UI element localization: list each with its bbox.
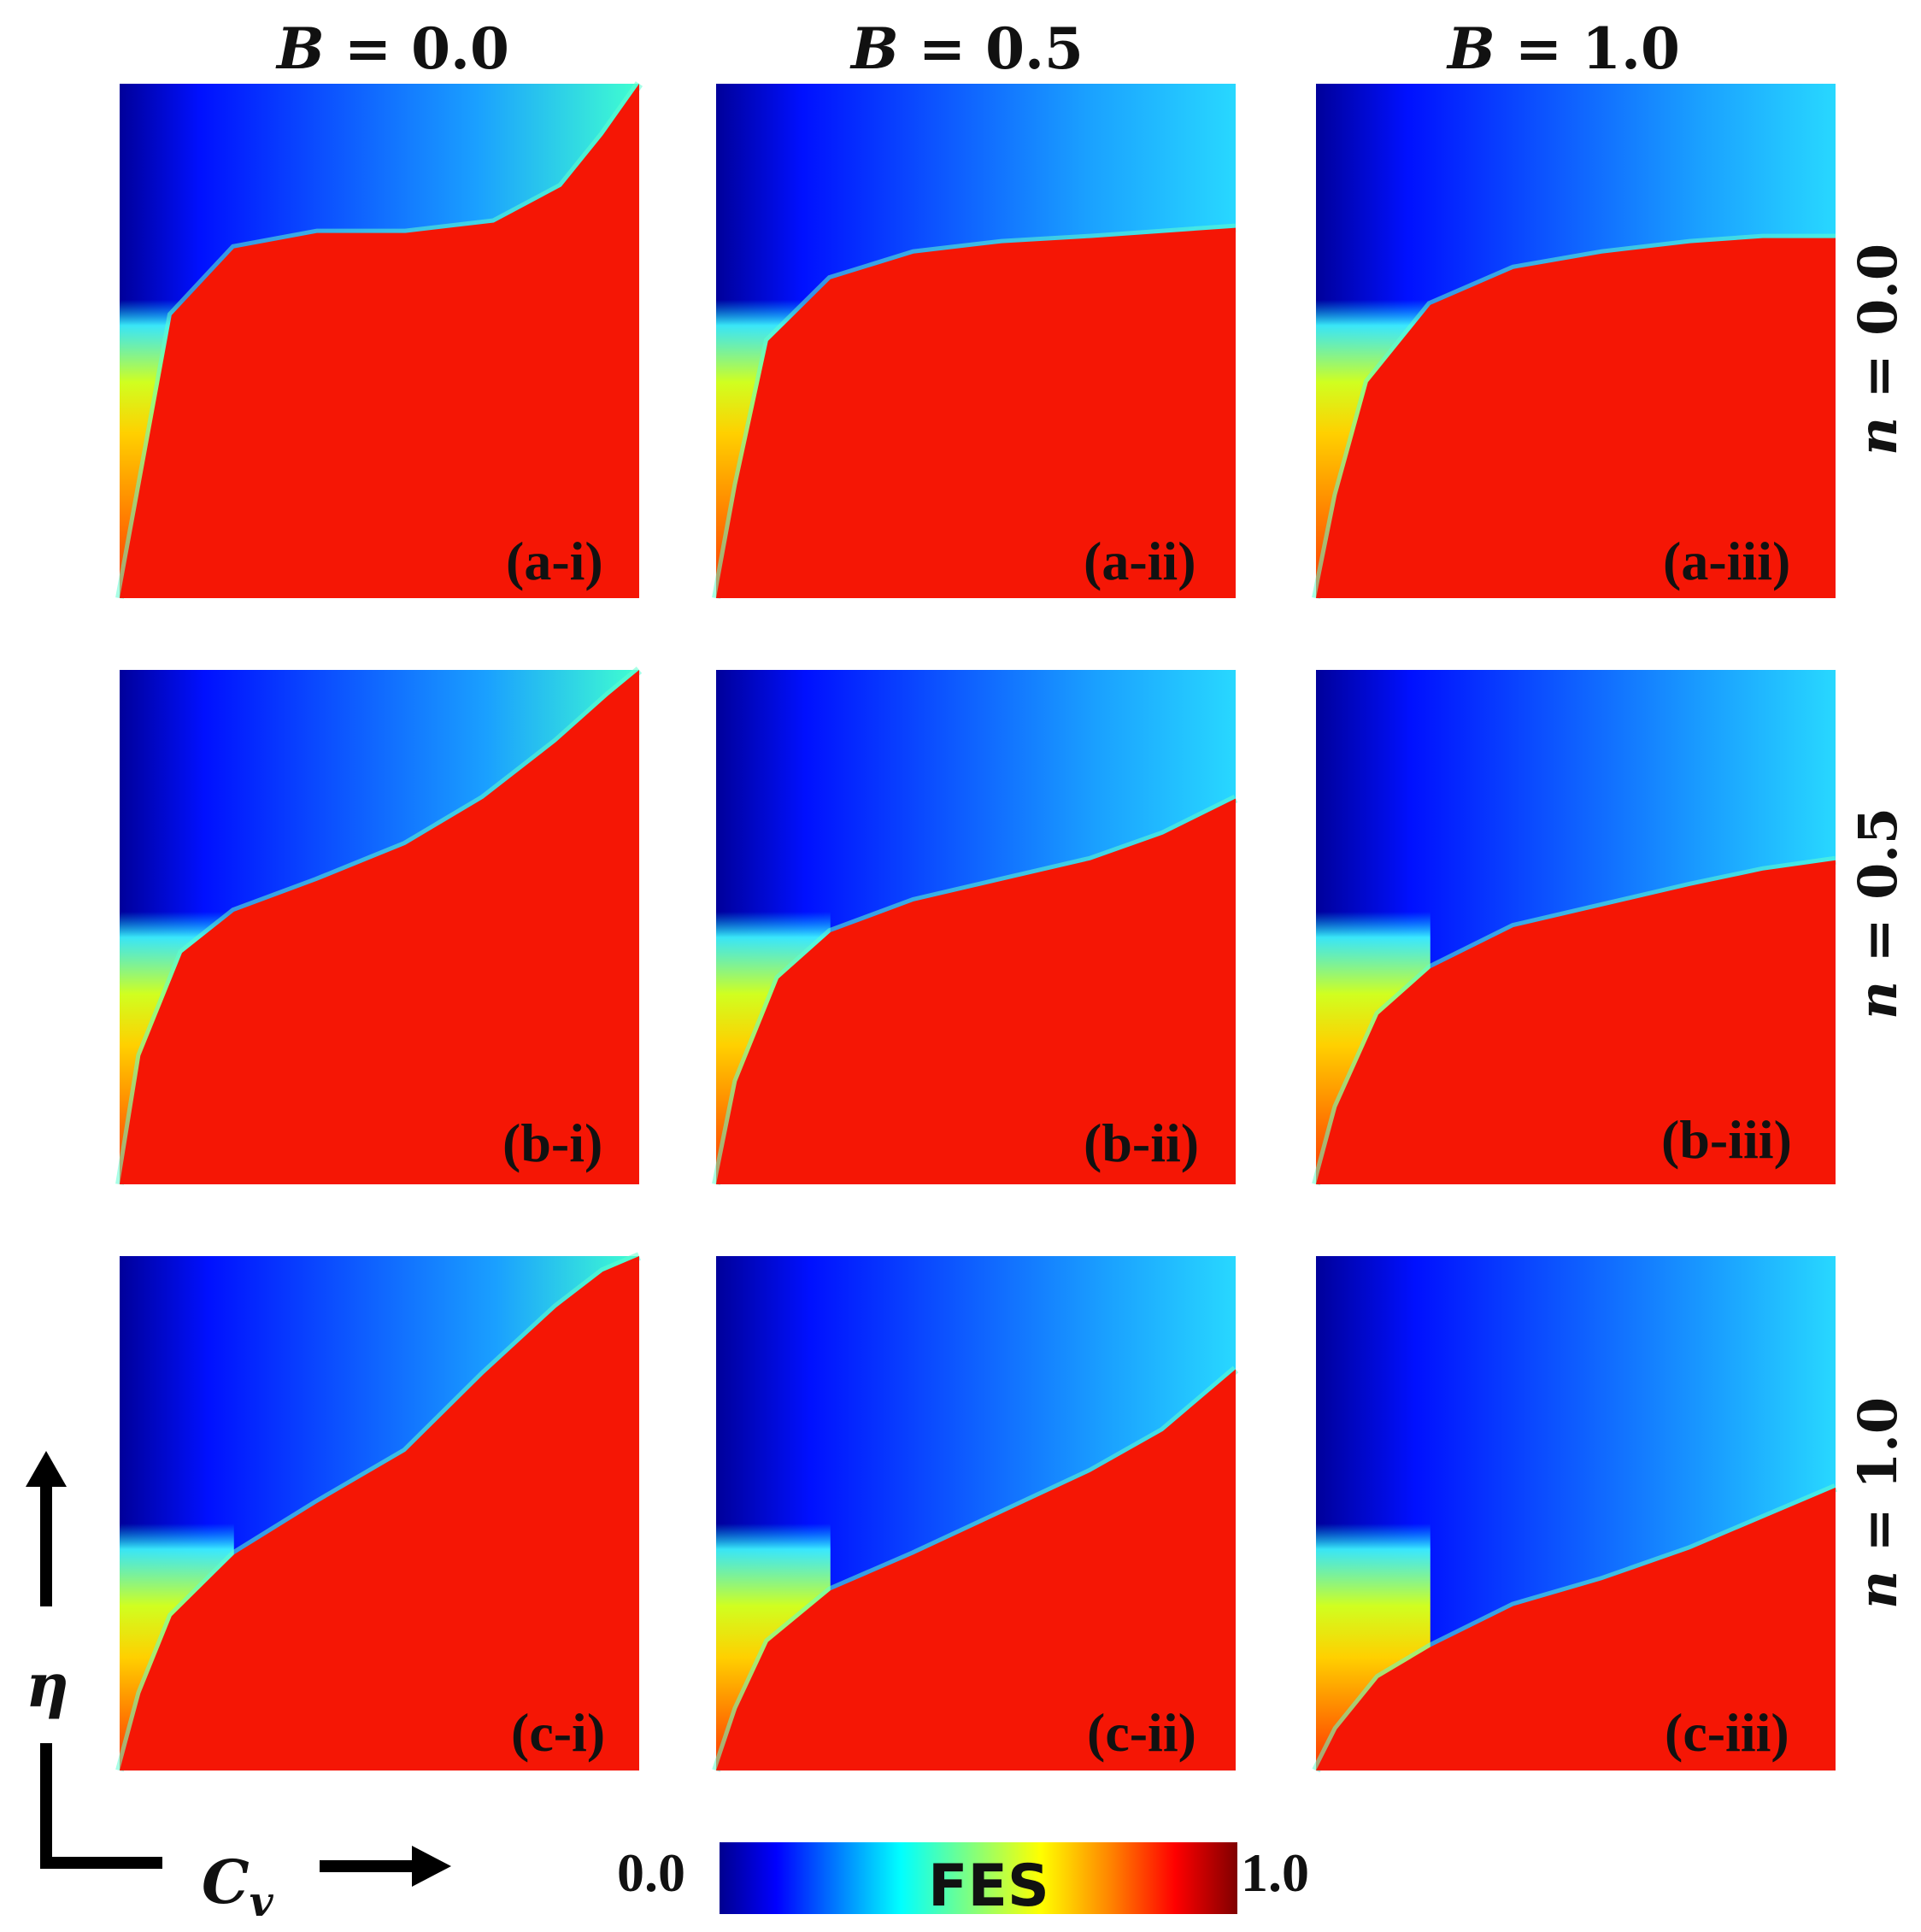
heatmap-panel-b-iii <box>1312 670 1836 1186</box>
x-axis-subscript: v <box>249 1878 273 1926</box>
row-header-n-1: n = 0.5 <box>1847 807 1909 1020</box>
row-header-n-0: n = 0.0 <box>1847 243 1909 456</box>
panel-label-a-iii: (a-iii) <box>1663 531 1791 591</box>
colorbar-title: FES <box>928 1853 1049 1920</box>
column-header-b-1: B = 0.5 <box>851 15 1084 82</box>
colorbar <box>720 1842 1237 1914</box>
x-axis-arrowhead <box>412 1846 451 1887</box>
panel-label-b-i: (b-i) <box>502 1113 603 1173</box>
fes-high-region <box>120 670 639 1184</box>
axis-arrows <box>26 1451 451 1887</box>
fes-high-region <box>120 1256 639 1771</box>
panel-label-a-i: (a-i) <box>506 531 603 591</box>
heatmap-panel-b-ii <box>712 670 1238 1185</box>
panel-label-c-iii: (c-iii) <box>1665 1702 1789 1763</box>
heatmap-panel-b-i <box>115 667 643 1185</box>
fes-high-region <box>1316 238 1836 598</box>
panel-label-b-ii: (b-ii) <box>1084 1113 1200 1173</box>
y-axis-arrowhead <box>26 1451 67 1487</box>
heatmap-panel-c-ii <box>712 1256 1239 1772</box>
colorbar-max-label: 1.0 <box>1241 1842 1309 1903</box>
fes-high-region <box>120 84 639 598</box>
y-axis-label: η <box>26 1650 69 1721</box>
x-axis-label: Cv <box>202 1847 273 1926</box>
colorbar-min-label: 0.0 <box>617 1842 685 1903</box>
panel-label-a-ii: (a-ii) <box>1084 531 1196 591</box>
column-header-b-0: B = 0.0 <box>277 15 509 82</box>
panel-label-c-ii: (c-ii) <box>1087 1702 1196 1763</box>
fes-high-region <box>716 798 1236 1184</box>
fes-high-region <box>716 227 1236 598</box>
heatmap-panel-a-ii <box>712 84 1237 599</box>
heatmap-panel-a-iii <box>1312 84 1836 599</box>
panel-label-b-iii: (b-iii) <box>1661 1109 1792 1170</box>
fes-high-region <box>716 1369 1236 1771</box>
fes-high-region <box>1316 860 1836 1184</box>
column-header-b-2: B = 1.0 <box>1448 15 1680 82</box>
row-header-n-2: n = 1.0 <box>1847 1396 1909 1610</box>
fes-high-region <box>1316 1487 1836 1771</box>
heatmap-panel-a-i <box>115 81 643 599</box>
heatmap-panel-c-iii <box>1312 1256 1837 1773</box>
heatmap-panel-c-i <box>115 1252 641 1772</box>
panel-label-c-i: (c-i) <box>511 1702 606 1763</box>
axis-corner <box>40 1743 162 1869</box>
